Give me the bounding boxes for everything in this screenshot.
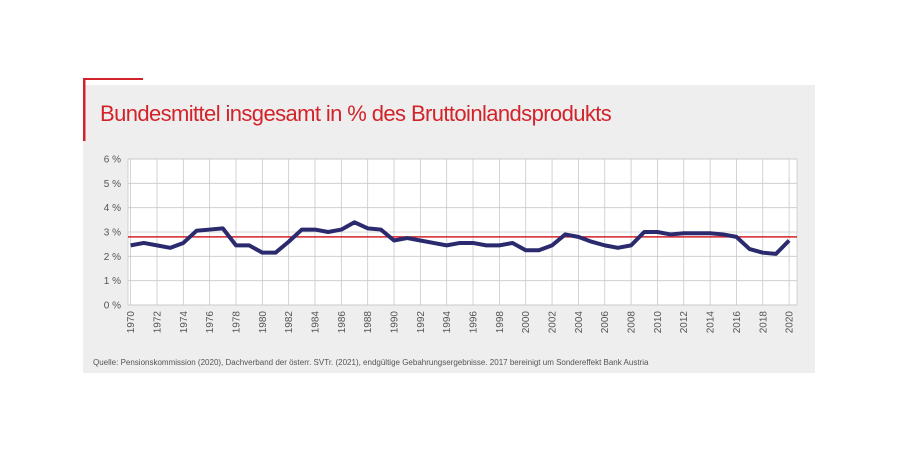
x-tick-label: 1980 [258, 311, 269, 334]
x-tick-label: 2018 [758, 311, 769, 334]
x-tick-label: 2016 [732, 311, 743, 334]
y-tick-label: 1 % [104, 276, 121, 287]
x-tick-label: 2000 [521, 311, 532, 334]
x-tick-label: 1972 [152, 311, 163, 334]
line [130, 220, 791, 256]
y-tick-label: 3 % [104, 228, 121, 239]
x-tick-label: 1982 [284, 311, 295, 334]
source: Quelle: Pensionskommission (2020), Dachv… [93, 358, 649, 367]
y-tick-label: 0 % [104, 301, 121, 312]
x-tick-label: 1978 [231, 311, 242, 334]
x-tick-label: 2012 [679, 311, 690, 334]
x-tick-label: 1984 [311, 311, 322, 334]
x-tick-label: 1976 [205, 311, 216, 334]
x-tick-label: 1998 [495, 311, 506, 334]
x-tick-label: 1996 [469, 311, 480, 334]
y-tick-label: 5 % [104, 179, 121, 190]
x-tick-label: 1970 [126, 311, 137, 334]
accent-left [83, 78, 86, 141]
x-tick-label: 2008 [627, 311, 638, 334]
y-tick-label: 4 % [104, 203, 121, 214]
x-tick-label: 1992 [416, 311, 427, 334]
x-tick-label: 2014 [706, 311, 717, 334]
x-tick-label: 2010 [653, 311, 664, 334]
x-tick-label: 2004 [574, 311, 585, 334]
x-tick-label: 2020 [785, 311, 796, 334]
x-tick-label: 1986 [337, 311, 348, 334]
x-tick-label: 1994 [442, 311, 453, 334]
x-tick-label: 1990 [390, 311, 401, 334]
x-tick-label: 2006 [600, 311, 611, 334]
y-tick-label: 6 % [104, 155, 121, 166]
x-tick-label: 1988 [363, 311, 374, 334]
x-tick-label: 2002 [548, 311, 559, 334]
y-tick-label: 2 % [104, 252, 121, 263]
chart-title: Bundesmittel insgesamt in % des Bruttoin… [100, 101, 612, 126]
x-tick-label: 1974 [179, 311, 190, 334]
plot-border [127, 158, 798, 306]
accent-top [83, 78, 143, 80]
